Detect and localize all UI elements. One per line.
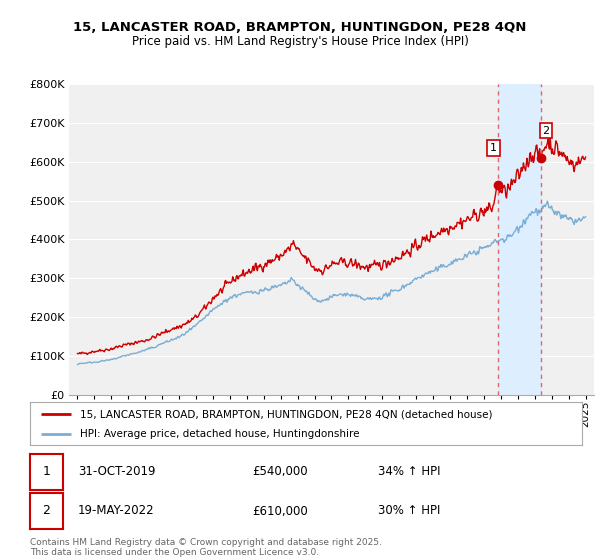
Text: 19-MAY-2022: 19-MAY-2022 (78, 505, 155, 517)
Text: 15, LANCASTER ROAD, BRAMPTON, HUNTINGDON, PE28 4QN: 15, LANCASTER ROAD, BRAMPTON, HUNTINGDON… (73, 21, 527, 34)
Text: 2: 2 (542, 125, 550, 136)
Text: 15, LANCASTER ROAD, BRAMPTON, HUNTINGDON, PE28 4QN (detached house): 15, LANCASTER ROAD, BRAMPTON, HUNTINGDON… (80, 409, 492, 419)
Text: HPI: Average price, detached house, Huntingdonshire: HPI: Average price, detached house, Hunt… (80, 430, 359, 440)
Text: 34% ↑ HPI: 34% ↑ HPI (378, 465, 440, 478)
Text: Price paid vs. HM Land Registry's House Price Index (HPI): Price paid vs. HM Land Registry's House … (131, 35, 469, 48)
Text: Contains HM Land Registry data © Crown copyright and database right 2025.
This d: Contains HM Land Registry data © Crown c… (30, 538, 382, 557)
Bar (498, 84, 541, 395)
Text: 1: 1 (43, 465, 50, 478)
Text: 31-OCT-2019: 31-OCT-2019 (78, 465, 155, 478)
Text: £610,000: £610,000 (252, 505, 308, 517)
Text: 30% ↑ HPI: 30% ↑ HPI (378, 505, 440, 517)
Text: 1: 1 (490, 143, 497, 153)
Text: 2: 2 (43, 505, 50, 517)
Text: £540,000: £540,000 (252, 465, 308, 478)
